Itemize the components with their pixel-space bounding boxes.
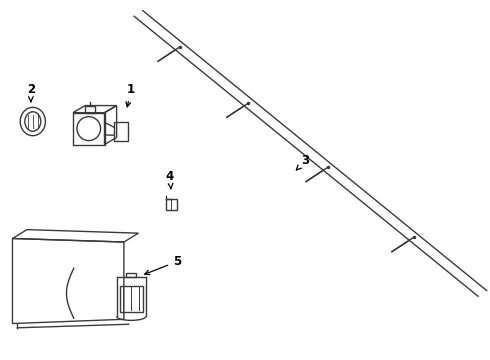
Text: 3: 3 [296, 154, 310, 170]
Bar [126, 273, 136, 278]
Bar [73, 113, 104, 145]
Text: 4: 4 [166, 170, 174, 189]
Text: 1: 1 [126, 83, 135, 107]
Bar [85, 106, 95, 113]
Text: 2: 2 [27, 83, 35, 102]
Bar [120, 285, 143, 312]
Bar [166, 199, 177, 211]
Bar [114, 122, 128, 141]
Text: 5: 5 [145, 255, 181, 275]
